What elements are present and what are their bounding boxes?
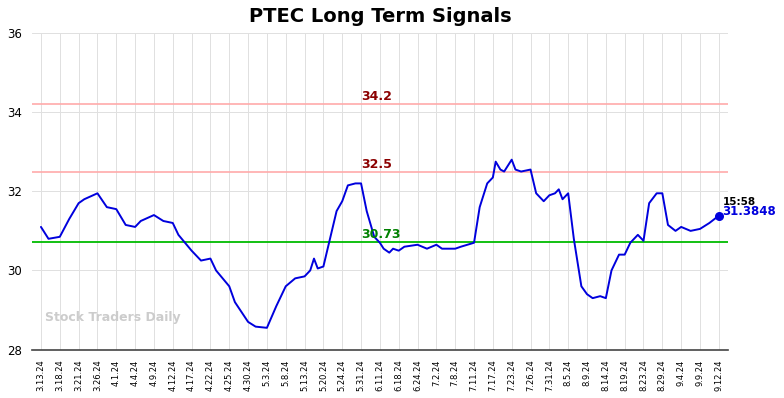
Text: 31.3848: 31.3848 <box>723 205 776 218</box>
Text: 32.5: 32.5 <box>361 158 392 171</box>
Text: 30.73: 30.73 <box>361 228 401 241</box>
Text: Stock Traders Daily: Stock Traders Daily <box>45 311 181 324</box>
Text: 15:58: 15:58 <box>723 197 756 207</box>
Text: 34.2: 34.2 <box>361 90 392 103</box>
Point <box>713 213 725 219</box>
Title: PTEC Long Term Signals: PTEC Long Term Signals <box>249 7 511 26</box>
